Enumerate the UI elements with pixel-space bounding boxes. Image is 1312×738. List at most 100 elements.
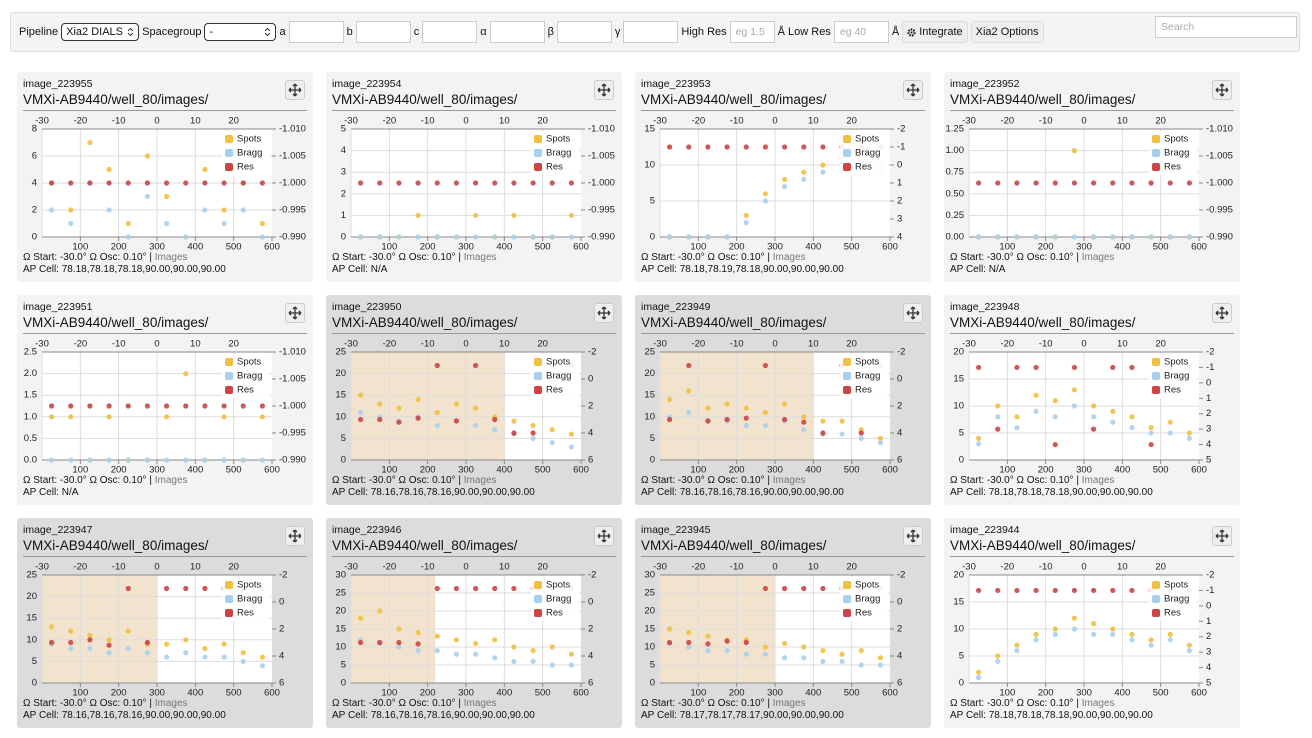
y2-tick-label: -2 <box>1206 570 1214 581</box>
point <box>183 371 189 377</box>
images-link[interactable]: Images <box>772 698 806 709</box>
point <box>48 180 55 186</box>
y2-tick-label: -0.990 <box>279 232 306 243</box>
move-button[interactable] <box>1212 80 1232 100</box>
integrate-button[interactable]: Integrate <box>902 21 968 43</box>
y2-tick-label: 6 <box>588 678 593 689</box>
point <box>106 650 112 656</box>
y-tick-label: 30 <box>335 570 346 581</box>
move-button[interactable] <box>594 303 614 323</box>
point <box>666 396 673 403</box>
point <box>259 663 266 669</box>
spacegroup-select[interactable]: - <box>204 23 277 41</box>
point <box>743 220 749 226</box>
move-button[interactable] <box>285 303 305 323</box>
move-button[interactable] <box>903 526 923 546</box>
point <box>1090 180 1097 186</box>
move-button[interactable] <box>1212 303 1232 323</box>
pipeline-select[interactable]: Xia2 DIALS <box>61 23 140 41</box>
move-button[interactable] <box>285 80 305 100</box>
point <box>377 234 383 240</box>
images-link[interactable]: Images <box>463 698 497 709</box>
move-button[interactable] <box>903 303 923 323</box>
x2-tick-label: 0 <box>772 116 777 127</box>
images-link[interactable]: Images <box>463 475 497 486</box>
point <box>125 234 131 240</box>
point <box>975 441 982 447</box>
point <box>259 457 266 463</box>
images-link[interactable]: Images <box>1081 252 1115 263</box>
input[interactable] <box>556 21 612 43</box>
input[interactable]: eg 40 <box>833 21 889 43</box>
y-tick-label: 5 <box>959 651 964 662</box>
y2-tick-label: 3 <box>1206 647 1211 658</box>
x2-tick-label: 0 <box>154 116 159 127</box>
images-link[interactable]: Images <box>772 475 806 486</box>
move-button[interactable] <box>903 80 923 100</box>
search-input[interactable]: Search <box>1155 16 1297 38</box>
options-button[interactable]: Xia2 Options <box>970 21 1044 43</box>
x-tick-label: 100 <box>999 242 1015 252</box>
image-path: VMXi-AB9440/well_80/images/ <box>23 92 307 111</box>
point <box>240 180 246 186</box>
legend-swatch <box>843 149 851 157</box>
x-tick-label: 300 <box>458 688 474 698</box>
point <box>1052 180 1058 186</box>
point <box>1186 435 1193 441</box>
move-button[interactable] <box>594 80 614 100</box>
input[interactable] <box>355 21 411 43</box>
x2-tick-label: 10 <box>190 339 201 350</box>
point <box>1014 587 1020 594</box>
y2-tick-label: -1 <box>1206 585 1214 596</box>
image-path: VMXi-AB9440/well_80/images/ <box>23 315 307 334</box>
legend-label: Res <box>546 162 563 173</box>
move-button[interactable] <box>285 526 305 546</box>
y2-tick-label: -0.990 <box>1206 232 1233 243</box>
input[interactable] <box>288 21 344 43</box>
input[interactable] <box>489 21 545 43</box>
input[interactable] <box>623 21 679 43</box>
point <box>975 675 982 681</box>
legend-label: Bragg <box>1164 148 1189 159</box>
point <box>106 207 112 213</box>
point <box>1071 234 1078 240</box>
legend-label: Res <box>855 162 872 173</box>
point <box>666 416 673 423</box>
y-tick-label: 0 <box>341 678 346 689</box>
image-path: VMXi-AB9440/well_80/images/ <box>641 315 925 334</box>
images-link[interactable]: Images <box>772 252 806 263</box>
y-tick-label: 10 <box>953 624 964 635</box>
y-tick-label: 0.75 <box>946 167 965 178</box>
input[interactable] <box>422 21 478 43</box>
y2-tick-label: 4 <box>897 651 902 662</box>
input[interactable]: eg 1.5 <box>729 21 775 43</box>
point <box>781 144 788 150</box>
y-tick-label: 5 <box>650 660 655 671</box>
point <box>762 198 769 204</box>
images-link[interactable]: Images <box>1081 698 1115 709</box>
images-link[interactable]: Images <box>154 698 188 709</box>
start-text: Ω Start: -30.0° Ω Osc: 0.10° <box>23 475 147 486</box>
point <box>472 234 479 240</box>
point <box>781 585 788 592</box>
images-link[interactable]: Images <box>154 475 188 486</box>
label: γ <box>614 26 621 38</box>
images-link[interactable]: Images <box>1081 475 1115 486</box>
point <box>415 641 421 647</box>
images-link[interactable]: Images <box>463 252 497 263</box>
move-button[interactable] <box>594 526 614 546</box>
x-tick-label: 600 <box>882 465 898 475</box>
x2-tick-label: -30 <box>344 339 358 350</box>
point <box>472 212 479 218</box>
images-link[interactable]: Images <box>154 252 188 263</box>
point <box>472 362 479 369</box>
x2-tick-label: -20 <box>691 562 705 573</box>
legend-swatch <box>534 595 542 603</box>
move-button[interactable] <box>1212 526 1232 546</box>
x-tick-label: 200 <box>111 688 127 698</box>
x-tick-label: 200 <box>420 465 436 475</box>
x2-tick-label: -20 <box>691 116 705 127</box>
